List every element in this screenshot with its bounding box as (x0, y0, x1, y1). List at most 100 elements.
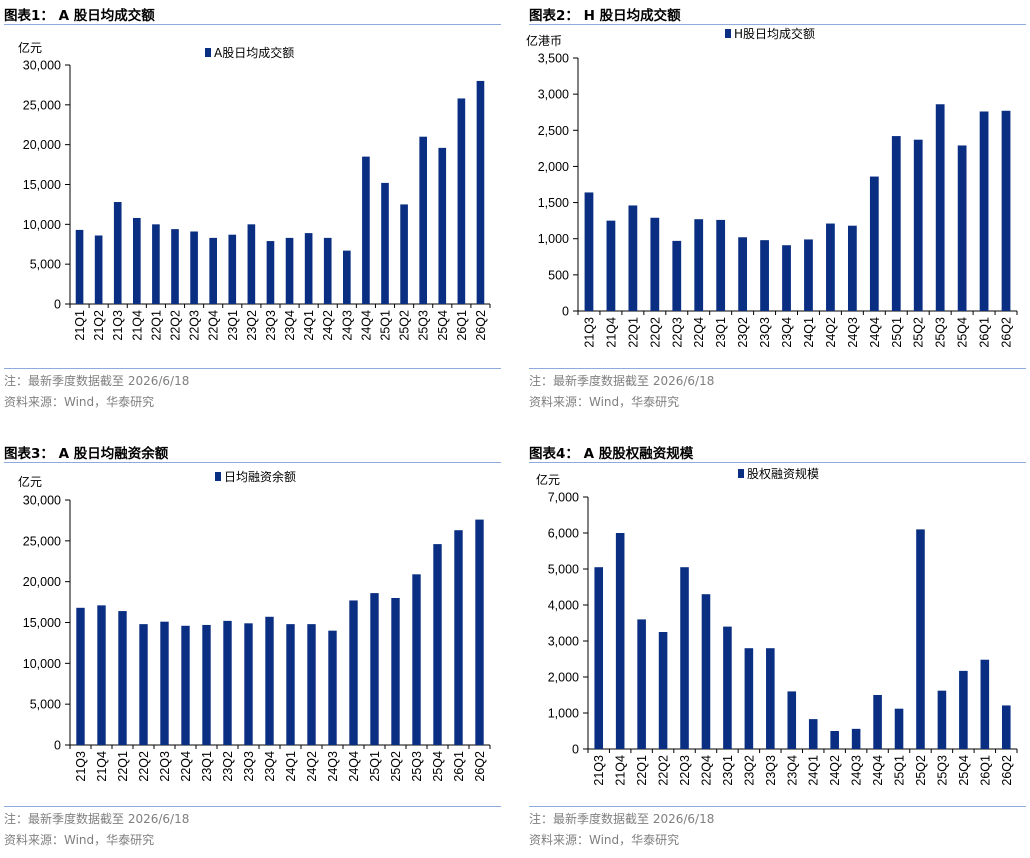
x-tick-label: 22Q3 (158, 751, 172, 782)
x-tick-label: 26Q1 (455, 310, 469, 341)
bar (916, 529, 925, 749)
x-tick-label: 23Q2 (736, 317, 750, 348)
x-tick-label: 23Q1 (226, 310, 240, 341)
x-tick-label: 25Q3 (934, 317, 948, 348)
x-tick-label: 24Q2 (824, 317, 838, 348)
x-tick-label: 23Q2 (742, 755, 756, 786)
bar (913, 139, 923, 311)
chart-panel-1: 图表1： A 股日均成交额 亿元 0 5,000 10,000 15,000 20,000… (0, 0, 505, 420)
y-tick-label: 7,000 (548, 491, 579, 505)
y-tick-label: 5,000 (548, 563, 579, 577)
x-tick-label: 22Q4 (179, 751, 193, 782)
legend-swatch (215, 472, 221, 481)
y-tick-label: 15,000 (23, 178, 61, 192)
x-tick-label: 25Q4 (436, 310, 450, 341)
x-tick-label: 25Q4 (956, 317, 970, 348)
bar (891, 136, 901, 311)
bar (266, 241, 275, 304)
y-tick-label: 5,000 (30, 698, 61, 712)
chart-panel-3: 图表3： A 股日均融资余额 亿元 0 5,000 10,000 15,000 20,00… (0, 438, 505, 858)
bar (869, 176, 879, 311)
x-tick-label: 21Q2 (92, 310, 106, 341)
footer-rule (4, 368, 501, 369)
x-tick-label: 24Q3 (846, 317, 860, 348)
x-tick-label: 23Q3 (242, 751, 256, 782)
y-tick-label: 3,000 (538, 88, 569, 102)
bar (152, 224, 160, 304)
bar (362, 156, 370, 304)
x-tick-label: 22Q3 (678, 755, 692, 786)
x-tick-label: 23Q4 (283, 310, 297, 341)
x-tick-label: 23Q4 (780, 317, 794, 348)
x-tick-label: 23Q4 (263, 751, 277, 782)
y-tick-label: 20,000 (23, 575, 61, 589)
bar (979, 111, 989, 312)
y-tick-label: 2,500 (538, 124, 569, 138)
chart-svg: 亿元 0 5,000 10,000 15,000 20,000 25,000 30,000 21… (18, 40, 491, 341)
x-tick-label: 23Q3 (264, 310, 278, 341)
x-tick-label: 23Q1 (714, 317, 728, 348)
y-tick-label: 0 (54, 739, 61, 753)
bar (957, 145, 967, 311)
y-tick-label: 5,000 (30, 258, 61, 272)
bar (787, 691, 797, 749)
chart-title: 图表2： H 股日均成交额 (529, 8, 681, 24)
y-tick-label: 3,000 (548, 635, 579, 649)
y-unit-label: 亿元 (18, 40, 42, 55)
x-tick-label: 23Q3 (758, 317, 772, 348)
bar (873, 695, 882, 749)
bar (694, 219, 704, 311)
bar (808, 719, 818, 749)
bar (830, 731, 839, 749)
x-tick-label: 22Q4 (207, 310, 221, 341)
x-tick-label: 24Q2 (828, 755, 842, 786)
footnote: 注：最新季度数据截至 2026/6/18 (529, 812, 715, 826)
x-tick-label: 24Q3 (850, 755, 864, 786)
x-tick-label: 22Q1 (149, 310, 163, 341)
y-tick-label: 30,000 (23, 59, 61, 73)
y-unit-label: 亿元 (536, 472, 560, 487)
y-tick-label: 25,000 (23, 98, 61, 112)
y-tick-label: 0 (54, 298, 61, 312)
bar (304, 233, 313, 304)
bar (265, 616, 274, 745)
x-tick-label: 25Q1 (893, 755, 907, 786)
footnote: 注：最新季度数据截至 2026/6/18 (4, 374, 190, 388)
source-note: 资料来源：Wind，华泰研究 (4, 395, 155, 409)
bar (658, 632, 668, 749)
x-tick-label: 25Q2 (398, 310, 412, 341)
bar (160, 621, 169, 745)
y-tick-label: 1,500 (538, 196, 569, 210)
bar (433, 544, 442, 745)
chart-title: 图表3： A 股日均融资余额 (4, 446, 169, 462)
bar (381, 182, 389, 304)
x-tick-label: 21Q4 (614, 755, 628, 786)
bar (419, 136, 427, 304)
bar (133, 217, 141, 304)
bar (766, 648, 775, 749)
legend-label: A股日均成交额 (214, 45, 294, 60)
y-tick-label: 0 (572, 743, 579, 757)
bar (782, 245, 791, 311)
source-note: 资料来源：Wind，华泰研究 (4, 833, 155, 847)
bar (190, 231, 198, 304)
y-tick-label: 6,000 (548, 527, 579, 541)
x-tick-label: 26Q2 (1000, 317, 1014, 348)
x-tick-label: 22Q4 (692, 317, 706, 348)
x-tick-label: 24Q4 (868, 317, 882, 348)
x-tick-label: 23Q3 (764, 755, 778, 786)
bar (75, 229, 84, 304)
x-tick-label: 24Q1 (284, 751, 298, 782)
chart-svg: 亿元 0 1,000 2,000 3,000 4,000 5,000 6,000 7,000 21… (536, 466, 1018, 786)
bar (349, 600, 358, 745)
bar (1001, 110, 1011, 311)
title-rule (529, 24, 1026, 25)
bar (980, 659, 990, 749)
bar (744, 648, 754, 749)
x-tick-label: 22Q2 (657, 755, 671, 786)
bar (412, 574, 421, 745)
x-tick-label: 25Q2 (389, 751, 403, 782)
x-tick-label: 23Q1 (721, 755, 735, 786)
y-tick-label: 3,500 (538, 52, 569, 66)
x-tick-label: 26Q1 (978, 755, 992, 786)
